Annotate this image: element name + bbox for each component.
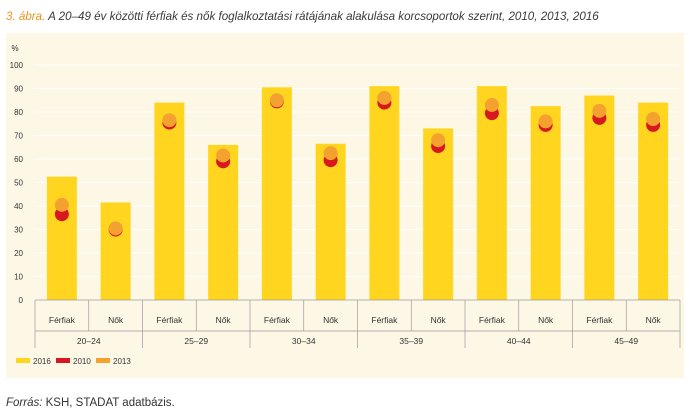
dot-2013-4: [269, 93, 284, 108]
source-text: KSH, STADAT adatbázis.: [45, 397, 175, 409]
x-tick-label-7: Nők: [431, 315, 447, 325]
x-tick-label-2: Férfiak: [156, 315, 183, 325]
group-label-3: 35–39: [399, 336, 423, 346]
y-tick-label-50: 50: [14, 179, 23, 188]
dot-2013-8: [484, 97, 499, 112]
x-tick-label-4: Férfiak: [264, 315, 291, 325]
y-tick-label-60: 60: [14, 155, 23, 164]
bar-2016-10: [584, 95, 615, 300]
x-tick-label-3: Nők: [216, 315, 232, 325]
figure-title: 3. ábra. A 20–49 év közötti férfiak és n…: [6, 10, 599, 23]
source-label: Forrás:: [6, 397, 43, 409]
x-tick-label-11: Nők: [646, 315, 662, 325]
y-tick-label-40: 40: [14, 202, 23, 211]
dot-2013-3: [216, 148, 231, 163]
dot-2013-6: [377, 90, 392, 105]
bar-2016-11: [638, 102, 669, 300]
bar-2016-4: [261, 87, 292, 300]
dot-2013-10: [592, 103, 607, 118]
bar-2016-9: [530, 106, 561, 300]
bar-2016-7: [423, 128, 454, 300]
legend-swatch-2010: [56, 358, 70, 363]
bar-2016-1: [100, 202, 131, 300]
x-tick-label-5: Nők: [323, 315, 339, 325]
bar-2016-5: [315, 143, 346, 300]
group-label-1: 25–29: [184, 336, 208, 346]
dot-2013-9: [538, 114, 553, 129]
dot-2013-0: [54, 197, 69, 212]
bar-2016-3: [208, 144, 239, 300]
dot-2013-11: [646, 112, 661, 127]
legend-label-2013: 2013: [113, 357, 131, 366]
bar-2016-8: [476, 86, 507, 301]
y-tick-label-70: 70: [14, 132, 23, 141]
legend-swatch-2016: [16, 358, 30, 363]
x-tick-label-1: Nők: [108, 315, 124, 325]
y-tick-label-20: 20: [14, 249, 23, 258]
legend-label-2010: 2010: [73, 357, 91, 366]
figure-number: 3. ábra.: [6, 10, 46, 23]
group-label-4: 40–44: [507, 336, 531, 346]
y-tick-label-90: 90: [14, 85, 23, 94]
y-tick-label-0: 0: [19, 296, 24, 305]
x-tick-label-0: Férfiak: [49, 315, 76, 325]
dot-2013-5: [323, 146, 338, 161]
x-tick-label-8: Férfiak: [479, 315, 506, 325]
y-tick-label-100: 100: [10, 61, 24, 70]
legend-swatch-2013: [96, 358, 110, 363]
bar-2016-2: [154, 102, 185, 300]
source-note: Forrás: KSH, STADAT adatbázis.: [6, 397, 175, 409]
bar-2016-6: [369, 86, 400, 301]
y-tick-label-10: 10: [14, 273, 23, 282]
employment-rate-chart: % 0 10 20 30 40 50 60 70 80 90 100 Férfiak Nők Férfiak…: [10, 44, 681, 366]
chart-panel: % 0 10 20 30 40 50 60 70 80 90 100 Férfiak Nők Férfiak…: [6, 33, 684, 378]
dot-2013-7: [431, 133, 446, 148]
bar-2016-0: [46, 176, 77, 300]
group-label-2: 30–34: [292, 336, 316, 346]
group-label-0: 20–24: [77, 336, 101, 346]
group-label-5: 45–49: [614, 336, 638, 346]
figure-caption: A 20–49 év közötti férfiak és nők foglal…: [48, 10, 599, 23]
x-tick-label-6: Férfiak: [371, 315, 398, 325]
x-tick-label-9: Nők: [538, 315, 554, 325]
dot-2013-2: [162, 113, 177, 128]
x-tick-label-10: Férfiak: [586, 315, 613, 325]
legend-label-2016: 2016: [33, 357, 51, 366]
y-tick-label-80: 80: [14, 108, 23, 117]
dot-2013-1: [108, 221, 123, 236]
y-axis-unit-label: %: [11, 44, 18, 53]
y-tick-label-30: 30: [14, 226, 23, 235]
